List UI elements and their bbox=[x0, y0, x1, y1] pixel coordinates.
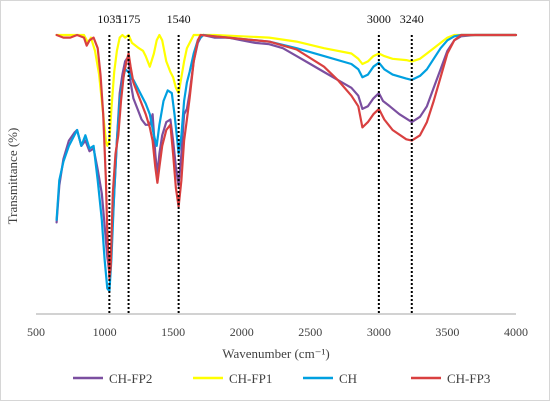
series-line-ch-fp3 bbox=[55, 33, 518, 279]
legend: CH-FP2 CH-FP1 CH CH-FP3 bbox=[73, 371, 490, 386]
x-tick-labels: 500 1000 1500 2000 2500 3000 3500 4000 bbox=[27, 325, 528, 339]
peak-label-1540: 1540 bbox=[167, 12, 191, 26]
peak-label-3000: 3000 bbox=[367, 12, 391, 26]
x-tick-label: 2000 bbox=[230, 325, 254, 339]
legend-label-ch-fp2: CH-FP2 bbox=[109, 371, 152, 386]
series-line-ch-fp2 bbox=[55, 33, 518, 274]
series-layer bbox=[55, 33, 518, 293]
x-tick-label: 3500 bbox=[435, 325, 459, 339]
legend-label-ch-fp1: CH-FP1 bbox=[229, 371, 272, 386]
peak-label-1035: 1035 bbox=[97, 12, 121, 26]
legend-label-ch: CH bbox=[339, 371, 357, 386]
y-axis-title: Transmittance (%) bbox=[5, 128, 20, 225]
legend-label-ch-fp3: CH-FP3 bbox=[447, 371, 490, 386]
x-tick-label: 2500 bbox=[298, 325, 322, 339]
x-axis-title: Wavenumber (cm⁻¹) bbox=[222, 346, 330, 361]
x-tick-label: 1500 bbox=[161, 325, 185, 339]
x-tick-label: 1000 bbox=[93, 325, 117, 339]
peak-label-1175: 1175 bbox=[117, 12, 141, 26]
series-line-ch-fp1 bbox=[55, 33, 518, 147]
series-line-ch bbox=[55, 33, 518, 293]
x-tick-label: 500 bbox=[27, 325, 45, 339]
x-tick-label: 4000 bbox=[504, 325, 528, 339]
peak-label-3240: 3240 bbox=[400, 12, 424, 26]
x-tick-label: 3000 bbox=[367, 325, 391, 339]
